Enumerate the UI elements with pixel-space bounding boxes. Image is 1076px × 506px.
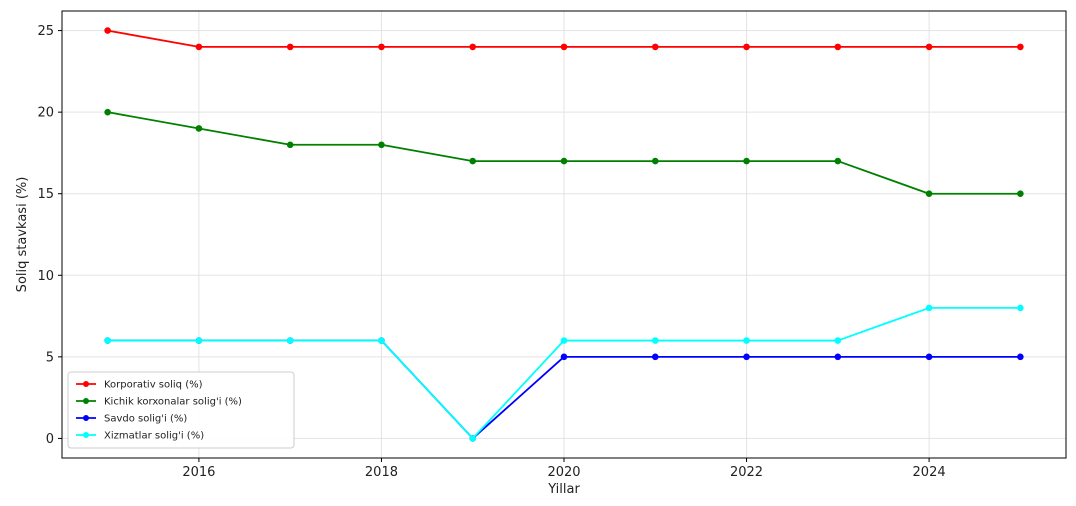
data-point <box>378 337 385 344</box>
y-tick-label: 20 <box>37 106 54 121</box>
data-point <box>1017 304 1024 312</box>
y-tick-label: 0 <box>46 432 54 447</box>
data-point <box>1017 353 1024 361</box>
data-point <box>104 27 111 34</box>
data-point <box>560 337 568 344</box>
data-point <box>1017 190 1024 198</box>
legend-label: Xizmatlar solig'i (%) <box>104 431 204 442</box>
data-point <box>925 190 933 198</box>
data-point <box>378 141 385 149</box>
data-point <box>743 353 750 361</box>
y-tick-label: 10 <box>37 269 54 284</box>
data-point <box>195 43 203 51</box>
data-point <box>104 337 111 344</box>
x-tick-label: 2018 <box>365 465 398 480</box>
y-tick-label: 15 <box>37 187 54 202</box>
legend-label: Kichik korxonalar solig'i (%) <box>104 397 242 408</box>
legend-swatch-marker <box>83 432 89 438</box>
data-point <box>925 304 933 312</box>
y-axis-label: Soliq stavkasi (%) <box>15 177 30 293</box>
data-point <box>560 157 568 165</box>
legend-item: Xizmatlar solig'i (%) <box>76 431 204 442</box>
data-point <box>378 43 385 51</box>
y-tick-label: 5 <box>46 350 54 365</box>
data-point <box>560 43 568 51</box>
data-point <box>286 43 294 51</box>
legend-swatch-marker <box>83 381 89 387</box>
data-point <box>651 337 659 344</box>
legend-box <box>67 371 295 449</box>
data-point <box>834 337 842 344</box>
data-point <box>286 337 294 344</box>
data-point <box>195 337 203 344</box>
axes: 2016 2018 2020 2022 2024 0 5 10 15 20 25 <box>37 24 945 480</box>
legend-item: Savdo solig'i (%) <box>76 414 187 425</box>
series-4 <box>104 304 1024 442</box>
data-point <box>560 353 568 361</box>
legend-label: Korporativ soliq (%) <box>104 380 203 391</box>
legend-swatch-marker <box>83 415 89 421</box>
data-point <box>651 353 659 361</box>
y-tick-label: 25 <box>37 24 54 39</box>
data-point <box>651 43 659 51</box>
data-point <box>834 157 842 165</box>
series-2 <box>104 108 1024 198</box>
legend-label: Savdo solig'i (%) <box>104 414 187 425</box>
x-tick-label: 2020 <box>547 465 580 480</box>
data-point <box>195 125 203 132</box>
data-point <box>925 43 933 51</box>
data-point <box>651 157 659 165</box>
data-point <box>834 43 842 51</box>
data-point <box>286 141 294 149</box>
data-point <box>743 43 750 51</box>
data-point <box>469 157 477 165</box>
x-axis-label: Yillar <box>547 482 580 497</box>
legend-item: Korporativ soliq (%) <box>76 380 203 391</box>
data-point <box>1017 43 1024 51</box>
data-point <box>743 337 750 344</box>
legend: Korporativ soliq (%) Kichik korxonalar so… <box>67 371 295 449</box>
data-point <box>834 353 842 361</box>
x-tick-label: 2016 <box>182 465 215 480</box>
data-point <box>104 108 111 116</box>
x-tick-label: 2022 <box>730 465 763 480</box>
data-point <box>469 43 477 51</box>
x-tick-label: 2024 <box>913 465 946 480</box>
data-point <box>469 435 477 442</box>
data-point <box>743 157 750 165</box>
legend-swatch-marker <box>83 398 89 404</box>
series-1 <box>104 27 1024 51</box>
data-point <box>925 353 933 361</box>
series-layer <box>104 27 1024 442</box>
legend-item: Kichik korxonalar solig'i (%) <box>76 397 242 408</box>
